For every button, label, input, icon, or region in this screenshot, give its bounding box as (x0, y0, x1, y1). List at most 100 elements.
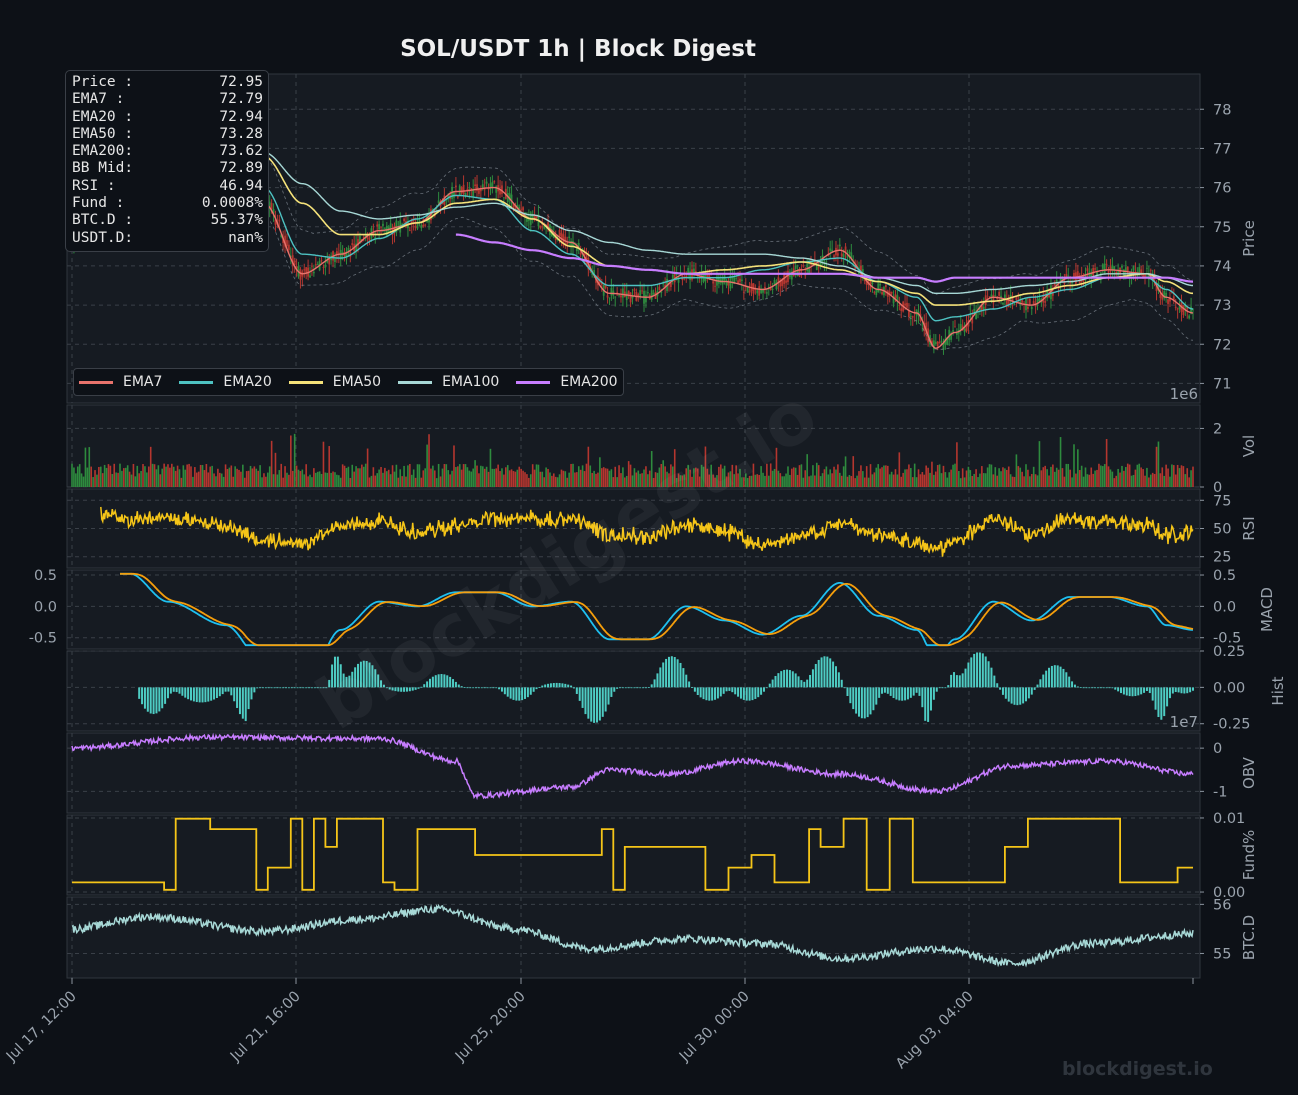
volume-bar (902, 472, 904, 487)
volume-bar (685, 468, 688, 487)
candle-body (992, 295, 995, 304)
volume-bar (435, 478, 438, 487)
hist-bar (791, 671, 794, 688)
candle-body (1021, 300, 1024, 303)
volume-bar (1113, 478, 1116, 487)
volume-bar (1180, 465, 1183, 487)
volume-bar (716, 475, 718, 487)
candle-body (1101, 264, 1104, 269)
info-row-ema20: EMA20 :72.94 (72, 108, 263, 125)
volume-bar (209, 466, 212, 487)
volume-bar (297, 469, 300, 487)
volume-bar (261, 477, 263, 487)
hist-bar (449, 676, 452, 688)
hist-bar (380, 680, 383, 688)
hist-bar (889, 687, 892, 696)
volume-bar (570, 463, 572, 487)
volume-bar (1155, 446, 1158, 487)
hist-bar (604, 687, 607, 712)
candle-body (1174, 306, 1177, 308)
candle-body (476, 184, 478, 192)
candle-body (372, 232, 375, 235)
candle-body (1099, 272, 1102, 275)
volume-bar (1186, 468, 1189, 487)
candle-body (888, 291, 891, 296)
volume-bar (846, 476, 849, 487)
volume-bar (854, 478, 856, 487)
candle-body (973, 308, 976, 312)
volume-bar (810, 475, 812, 487)
hist-bar (155, 687, 158, 714)
candle-body (410, 218, 413, 225)
ytick-label: 55 (1213, 946, 1231, 962)
volume-bar (867, 477, 870, 487)
candle-body (522, 207, 524, 211)
legend-swatch-ema20 (179, 380, 214, 384)
volume-bar (560, 469, 563, 487)
hist-bar (1042, 674, 1045, 688)
volume-bar (295, 465, 298, 487)
volume-bar (1004, 468, 1006, 487)
candle-body (900, 308, 903, 311)
volume-bar (270, 440, 273, 487)
volume-bar (503, 474, 505, 487)
candle-body (877, 283, 880, 293)
candle-body (1157, 282, 1160, 291)
volume-bar (748, 475, 751, 487)
candle-body (846, 255, 849, 258)
volume-bar (326, 472, 329, 487)
volume-bar (117, 472, 119, 487)
candle-body (658, 286, 661, 291)
volume-bar (234, 466, 236, 487)
panel-btcd-frame (66, 896, 1201, 979)
volume-bar (336, 474, 338, 487)
volume-bar (950, 469, 952, 487)
hist-bar (342, 673, 345, 688)
hist-bar (993, 675, 996, 688)
volume-bar (324, 472, 327, 487)
volume-bar (929, 472, 931, 487)
volume-bar (426, 444, 428, 487)
hist-bar (883, 687, 886, 693)
candle-body (842, 254, 845, 258)
volume-bar (710, 464, 713, 487)
candle-body (1149, 269, 1152, 271)
hist-bar (1039, 679, 1042, 688)
volume-bar (737, 473, 739, 487)
volume-bar (1176, 464, 1179, 487)
hist-bar (192, 687, 195, 702)
volume-bar (188, 463, 190, 487)
candle-body (904, 303, 906, 306)
volume-bar (1069, 469, 1071, 487)
hist-bar (454, 681, 457, 688)
volume-bar (412, 469, 415, 487)
hist-bar (760, 687, 763, 695)
hist-bar (1131, 687, 1134, 697)
candle-body (501, 185, 503, 194)
volume-bar (1078, 470, 1081, 487)
volume-bar (230, 465, 233, 487)
volume-bar (865, 466, 868, 487)
volume-bar (627, 461, 630, 487)
volume-bar (1002, 467, 1004, 487)
hist-bar (276, 687, 279, 689)
candle-body (998, 291, 1001, 296)
candle-body (662, 283, 665, 285)
hist-bar (595, 687, 598, 723)
volume-bar (595, 473, 597, 487)
hist-bar (653, 679, 656, 688)
hist-bar (285, 687, 288, 689)
candle-body (1190, 306, 1192, 314)
hist-bar (293, 687, 296, 689)
volume-bar (481, 466, 484, 487)
volume-bar (767, 475, 770, 487)
volume-bar (769, 463, 772, 487)
volume-bar (670, 464, 672, 487)
candle-body (746, 286, 749, 293)
volume-bar (505, 467, 507, 487)
hist-bar (737, 687, 740, 697)
volume-bar (975, 469, 977, 487)
candle-body (675, 274, 678, 275)
hist-bar (515, 687, 518, 701)
volume-bar (130, 474, 133, 487)
